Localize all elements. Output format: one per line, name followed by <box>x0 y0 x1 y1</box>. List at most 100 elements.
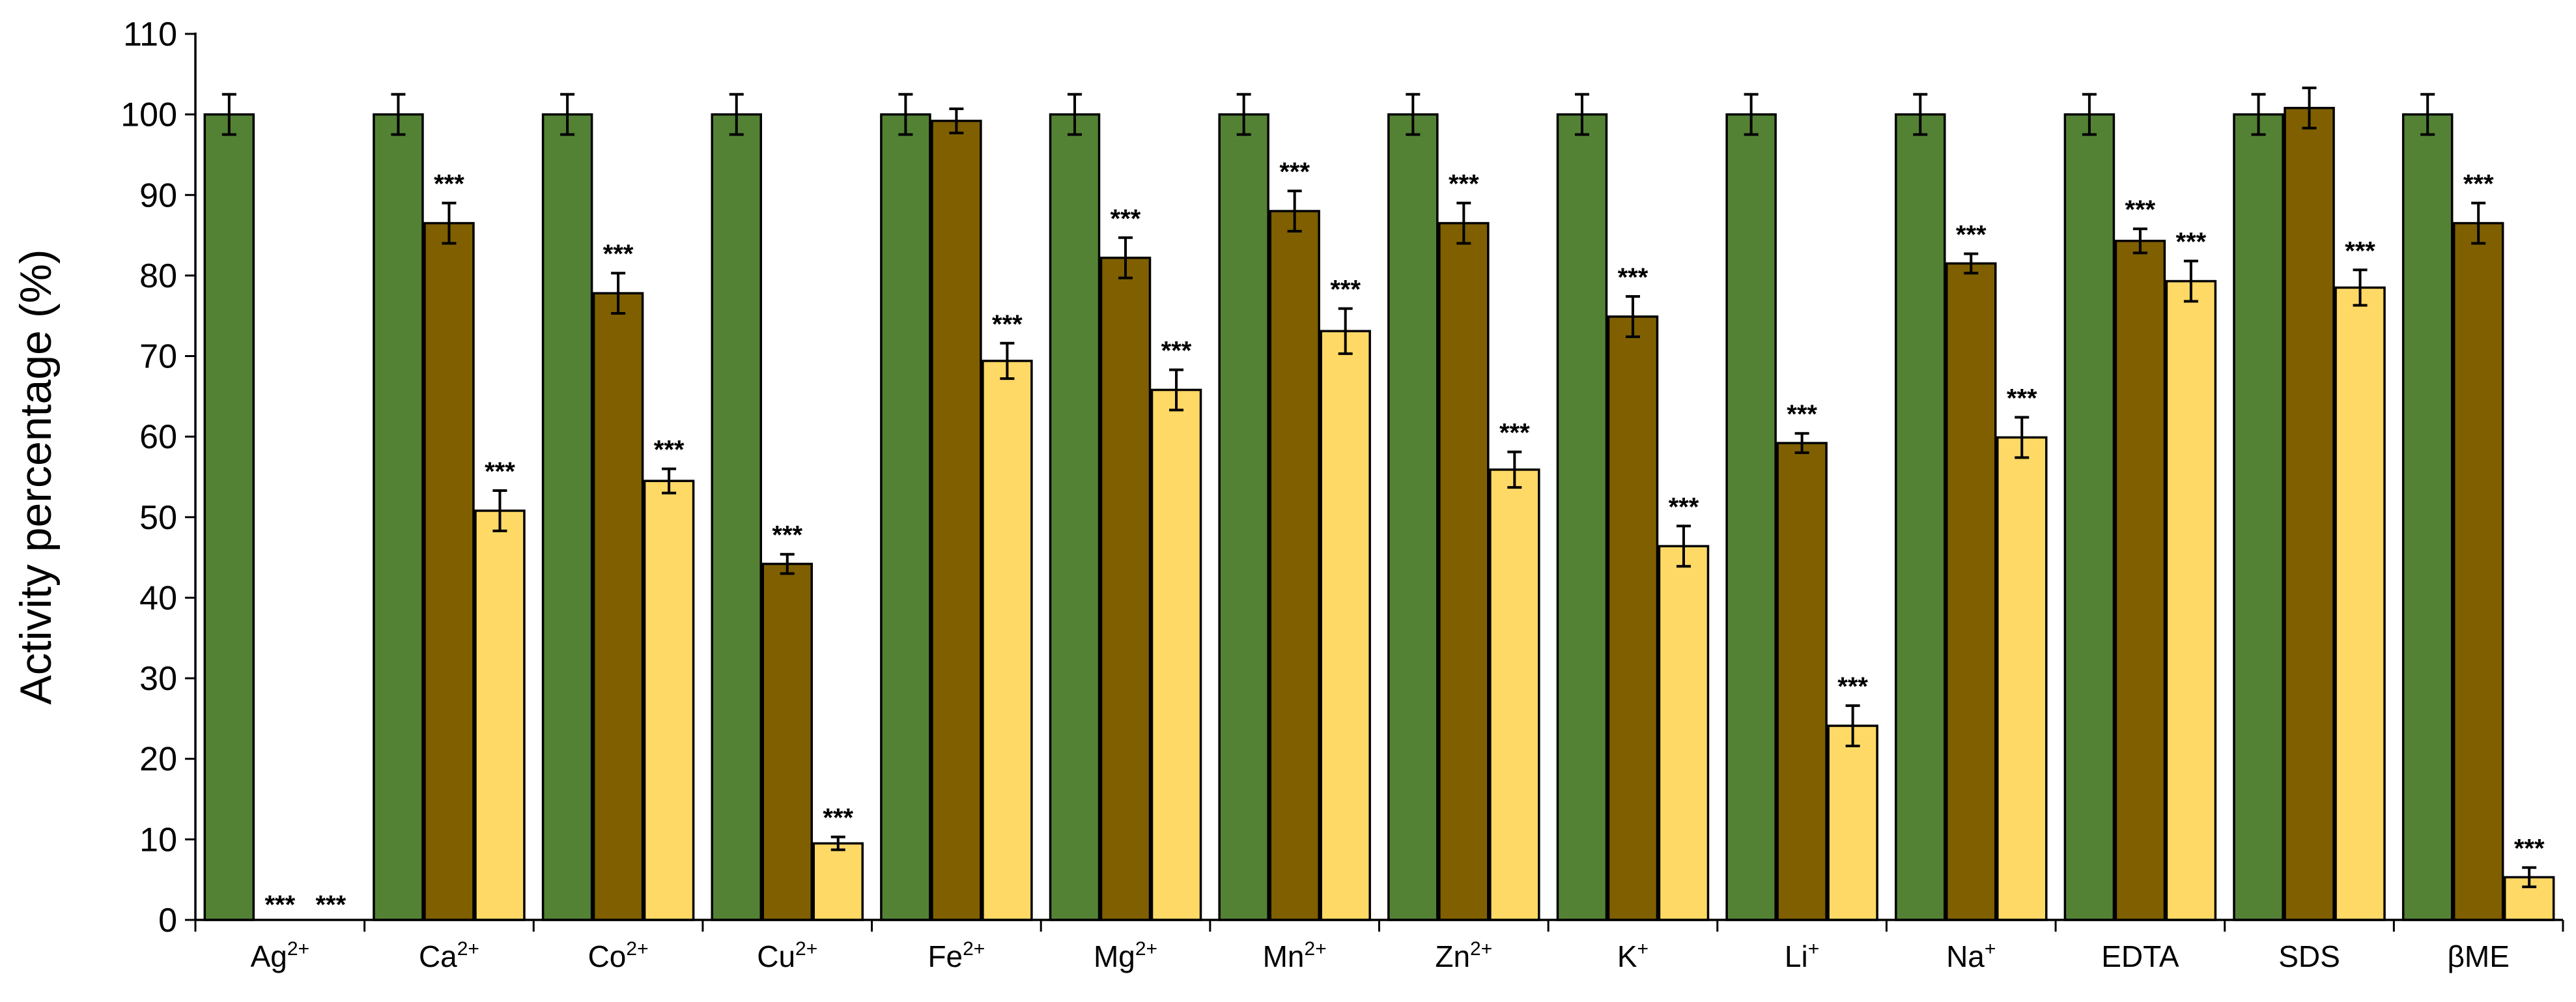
x-category-label: Fe2+ <box>927 938 985 973</box>
bar <box>761 562 813 921</box>
bar <box>2165 279 2217 921</box>
significance-marker: *** <box>992 310 1023 339</box>
x-category-label: Ag2+ <box>251 938 309 973</box>
significance-markers: *** *** *** *** *** *** *** *** *** *** *** *** *** *… <box>264 158 2544 919</box>
bar <box>2334 286 2386 921</box>
y-tick-label: 90 <box>139 177 177 214</box>
x-category-base: Cu <box>757 939 795 973</box>
significance-marker: *** <box>1956 221 1987 250</box>
y-tick-label: 10 <box>139 821 177 859</box>
significance-marker: *** <box>2463 170 2494 199</box>
x-category-label: Ca2+ <box>419 938 479 973</box>
y-tick-label: 50 <box>139 499 177 537</box>
bar <box>2233 113 2284 921</box>
bars <box>203 106 2555 921</box>
x-category-label: Na+ <box>1946 938 1996 973</box>
x-category-base: Co <box>588 939 627 973</box>
x-category-base: Mg <box>1094 939 1135 973</box>
x-category-base: K <box>1617 939 1637 973</box>
significance-marker: *** <box>603 240 634 268</box>
y-axis-ticks: 0 10 20 30 40 50 60 70 80 90 100 110 <box>120 16 195 939</box>
bar <box>423 222 475 921</box>
x-axis-labels: Ag2+ Ca2+ Co2+ Cu2+ Fe2+ Mg2+ Mn2+ Zn2+ K+ Li+ Na+… <box>251 938 2510 973</box>
bar <box>1725 113 1777 921</box>
bar <box>1387 113 1439 921</box>
bar <box>1946 262 1997 921</box>
bar <box>711 113 762 921</box>
x-category-base: Ca <box>419 939 457 973</box>
x-category-base: EDTA <box>2101 939 2179 973</box>
significance-marker: *** <box>434 170 464 199</box>
x-category-base: Li <box>1785 939 1808 973</box>
x-category-base: βME <box>2447 939 2509 973</box>
significance-marker: *** <box>1669 493 1699 521</box>
x-category-label: Mg2+ <box>1094 938 1157 973</box>
x-category-superscript: 2+ <box>1470 938 1492 960</box>
x-category-superscript: + <box>1808 938 1820 960</box>
y-tick-label: 110 <box>123 16 177 53</box>
significance-marker: *** <box>1618 263 1649 292</box>
bar <box>1049 113 1101 921</box>
significance-marker: *** <box>485 457 515 486</box>
significance-marker: *** <box>1499 419 1530 448</box>
y-tick-label: 60 <box>139 418 177 456</box>
bar <box>592 292 644 921</box>
bar <box>1218 113 1269 921</box>
x-category-superscript: + <box>1985 938 1996 960</box>
y-tick-label: 20 <box>139 741 177 779</box>
x-category-base: Na <box>1946 939 1985 973</box>
bar <box>203 113 255 921</box>
x-category-label: Cu2+ <box>757 938 817 973</box>
x-category-base: SDS <box>2278 939 2340 973</box>
x-category-superscript: + <box>1637 938 1649 960</box>
significance-marker: *** <box>315 891 346 919</box>
significance-marker: *** <box>1449 170 1479 199</box>
y-tick-label: 40 <box>139 579 177 617</box>
bar <box>1438 222 1490 921</box>
bar <box>643 480 695 921</box>
y-tick-label: 100 <box>120 96 177 134</box>
x-category-label: Co2+ <box>588 938 649 973</box>
significance-marker: *** <box>1330 276 1361 304</box>
significance-marker: *** <box>1279 158 1310 186</box>
x-category-label: Li+ <box>1785 938 1819 973</box>
significance-marker: *** <box>1111 205 1141 233</box>
bar <box>1607 315 1659 921</box>
y-tick-label: 0 <box>158 902 177 939</box>
bar <box>1996 436 2048 921</box>
x-category-label: Mn2+ <box>1263 938 1327 973</box>
error-bars <box>221 86 2537 889</box>
bar <box>1658 545 1710 921</box>
significance-marker: *** <box>2007 384 2037 413</box>
significance-marker: *** <box>1787 400 1817 429</box>
bar <box>1320 330 1371 921</box>
bar <box>373 113 424 921</box>
x-category-label: Zn2+ <box>1435 938 1492 973</box>
x-category-base: Ag <box>251 939 287 973</box>
bar <box>1827 724 1878 921</box>
bar <box>2114 239 2166 921</box>
bar <box>1556 113 1608 921</box>
significance-marker: *** <box>2125 195 2156 224</box>
bar <box>474 509 526 921</box>
x-category-superscript: 2+ <box>963 938 985 960</box>
bar <box>541 113 593 921</box>
x-category-superscript: 2+ <box>287 938 309 960</box>
x-category-superscript: 2+ <box>795 938 817 960</box>
x-category-superscript: 2+ <box>457 938 479 960</box>
y-tick-label: 70 <box>139 338 177 376</box>
bar <box>812 842 864 921</box>
y-tick-label: 80 <box>139 257 177 295</box>
bar <box>880 113 931 921</box>
y-tick-label: 30 <box>139 660 177 698</box>
significance-marker: *** <box>772 521 802 550</box>
y-axis-title: Activity percentage (%) <box>11 249 61 704</box>
significance-marker: *** <box>1837 672 1868 701</box>
x-category-label: SDS <box>2278 939 2340 973</box>
bar <box>1269 210 1320 921</box>
significance-marker: *** <box>823 804 853 833</box>
significance-marker: *** <box>2345 236 2375 265</box>
x-category-superscript: 2+ <box>626 938 648 960</box>
bar <box>1895 113 1946 921</box>
significance-marker: *** <box>654 436 685 465</box>
